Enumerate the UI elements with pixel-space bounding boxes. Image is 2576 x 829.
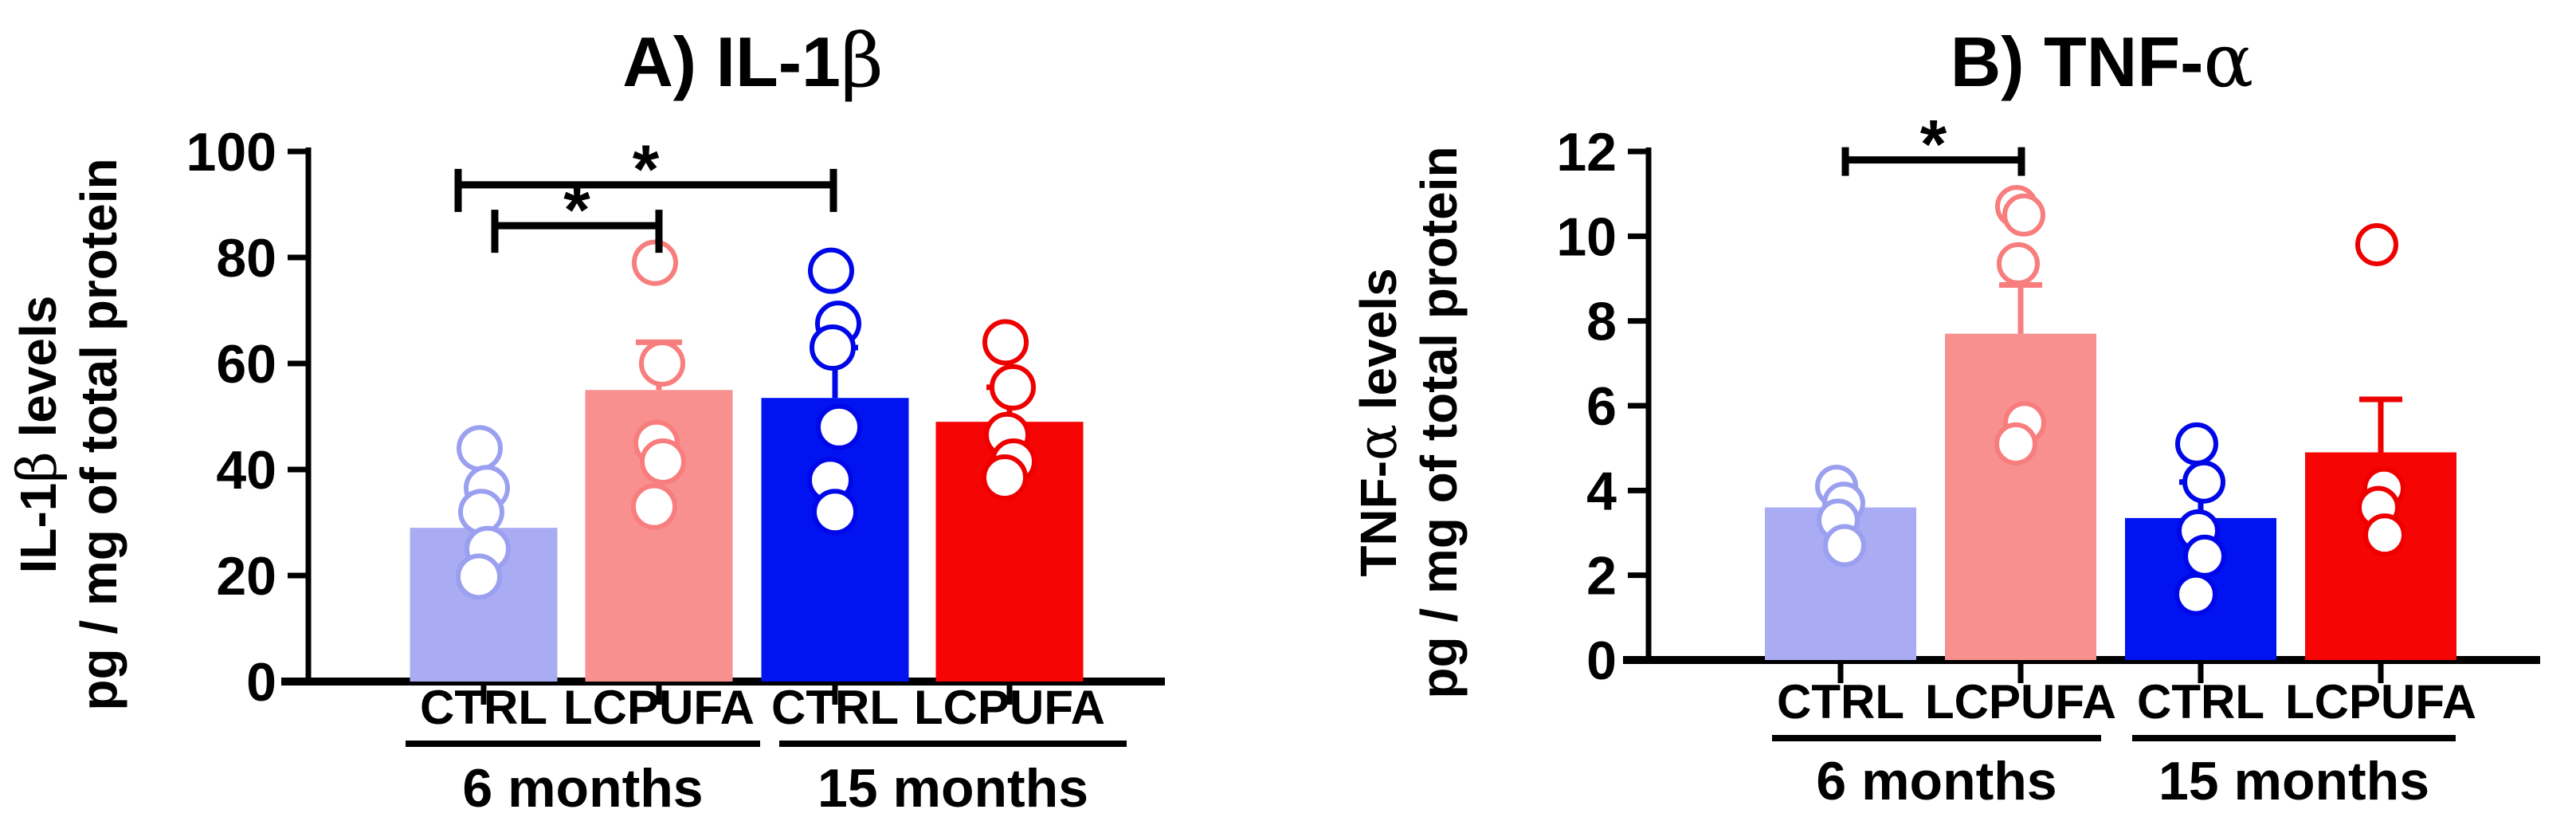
data-point [631,483,677,530]
data-point [1997,242,2040,285]
y-tick-label: 20 [216,546,276,607]
category-label: LCPUFA [563,681,755,734]
category-label: LCPUFA [2285,675,2476,729]
category-label: LCPUFA [914,681,1105,734]
y-tick-label: 2 [1586,546,1617,607]
category-label: CTRL [771,681,899,734]
data-point [2363,513,2406,557]
y-tick-label: 0 [1586,631,1617,691]
significance-asterisk: * [1920,107,1947,183]
data-point [457,425,503,472]
group-label: 15 months [2158,751,2429,811]
y-tick-label: 80 [216,228,276,289]
data-point [639,340,685,387]
data-point [2174,572,2217,616]
data-point [456,553,502,600]
y-tick-label: 60 [216,334,276,395]
group-label: 6 months [1816,751,2056,811]
y-axis-label-line1: TNF-α levels [1347,268,1410,576]
y-tick-label: 10 [1556,206,1617,267]
data-point [982,454,1028,501]
y-tick-label: 4 [1586,461,1617,521]
data-point [812,489,858,536]
y-tick-label: 100 [186,122,276,183]
category-label: CTRL [1777,675,1904,729]
data-point [2183,534,2226,578]
y-tick-label: 0 [246,652,276,713]
data-point [816,403,862,450]
group-label: 6 months [462,758,703,819]
group-label: 15 months [817,758,1088,819]
data-point [2182,460,2225,504]
data-point [2355,222,2398,266]
y-tick-label: 8 [1586,292,1617,352]
data-point [458,489,504,536]
data-point [990,363,1036,411]
data-point [810,324,856,371]
category-label: LCPUFA [1925,675,2116,729]
chart-title: B) TNF-α [1951,18,2253,104]
y-axis-label-line1: IL-1β levels [6,296,69,574]
y-axis-label-line2: pg / mg of total protein [70,158,127,710]
chart-title: A) IL-1β [622,18,884,104]
data-point [640,438,686,485]
data-point [1823,524,1866,568]
y-axis-label-line2: pg / mg of total protein [1410,146,1468,698]
y-tick-label: 40 [216,440,276,501]
data-point [2002,193,2045,237]
data-point [808,247,854,294]
data-point [2175,422,2218,466]
y-tick-label: 6 [1586,376,1617,437]
y-tick-label: 12 [1556,122,1617,183]
significance-asterisk: * [563,172,590,249]
data-point [982,319,1029,366]
significance-asterisk: * [633,132,660,208]
category-label: CTRL [2137,675,2264,729]
bar [1945,333,2096,660]
category-label: CTRL [420,681,547,734]
data-point [1994,422,2037,466]
data-point [632,239,678,286]
